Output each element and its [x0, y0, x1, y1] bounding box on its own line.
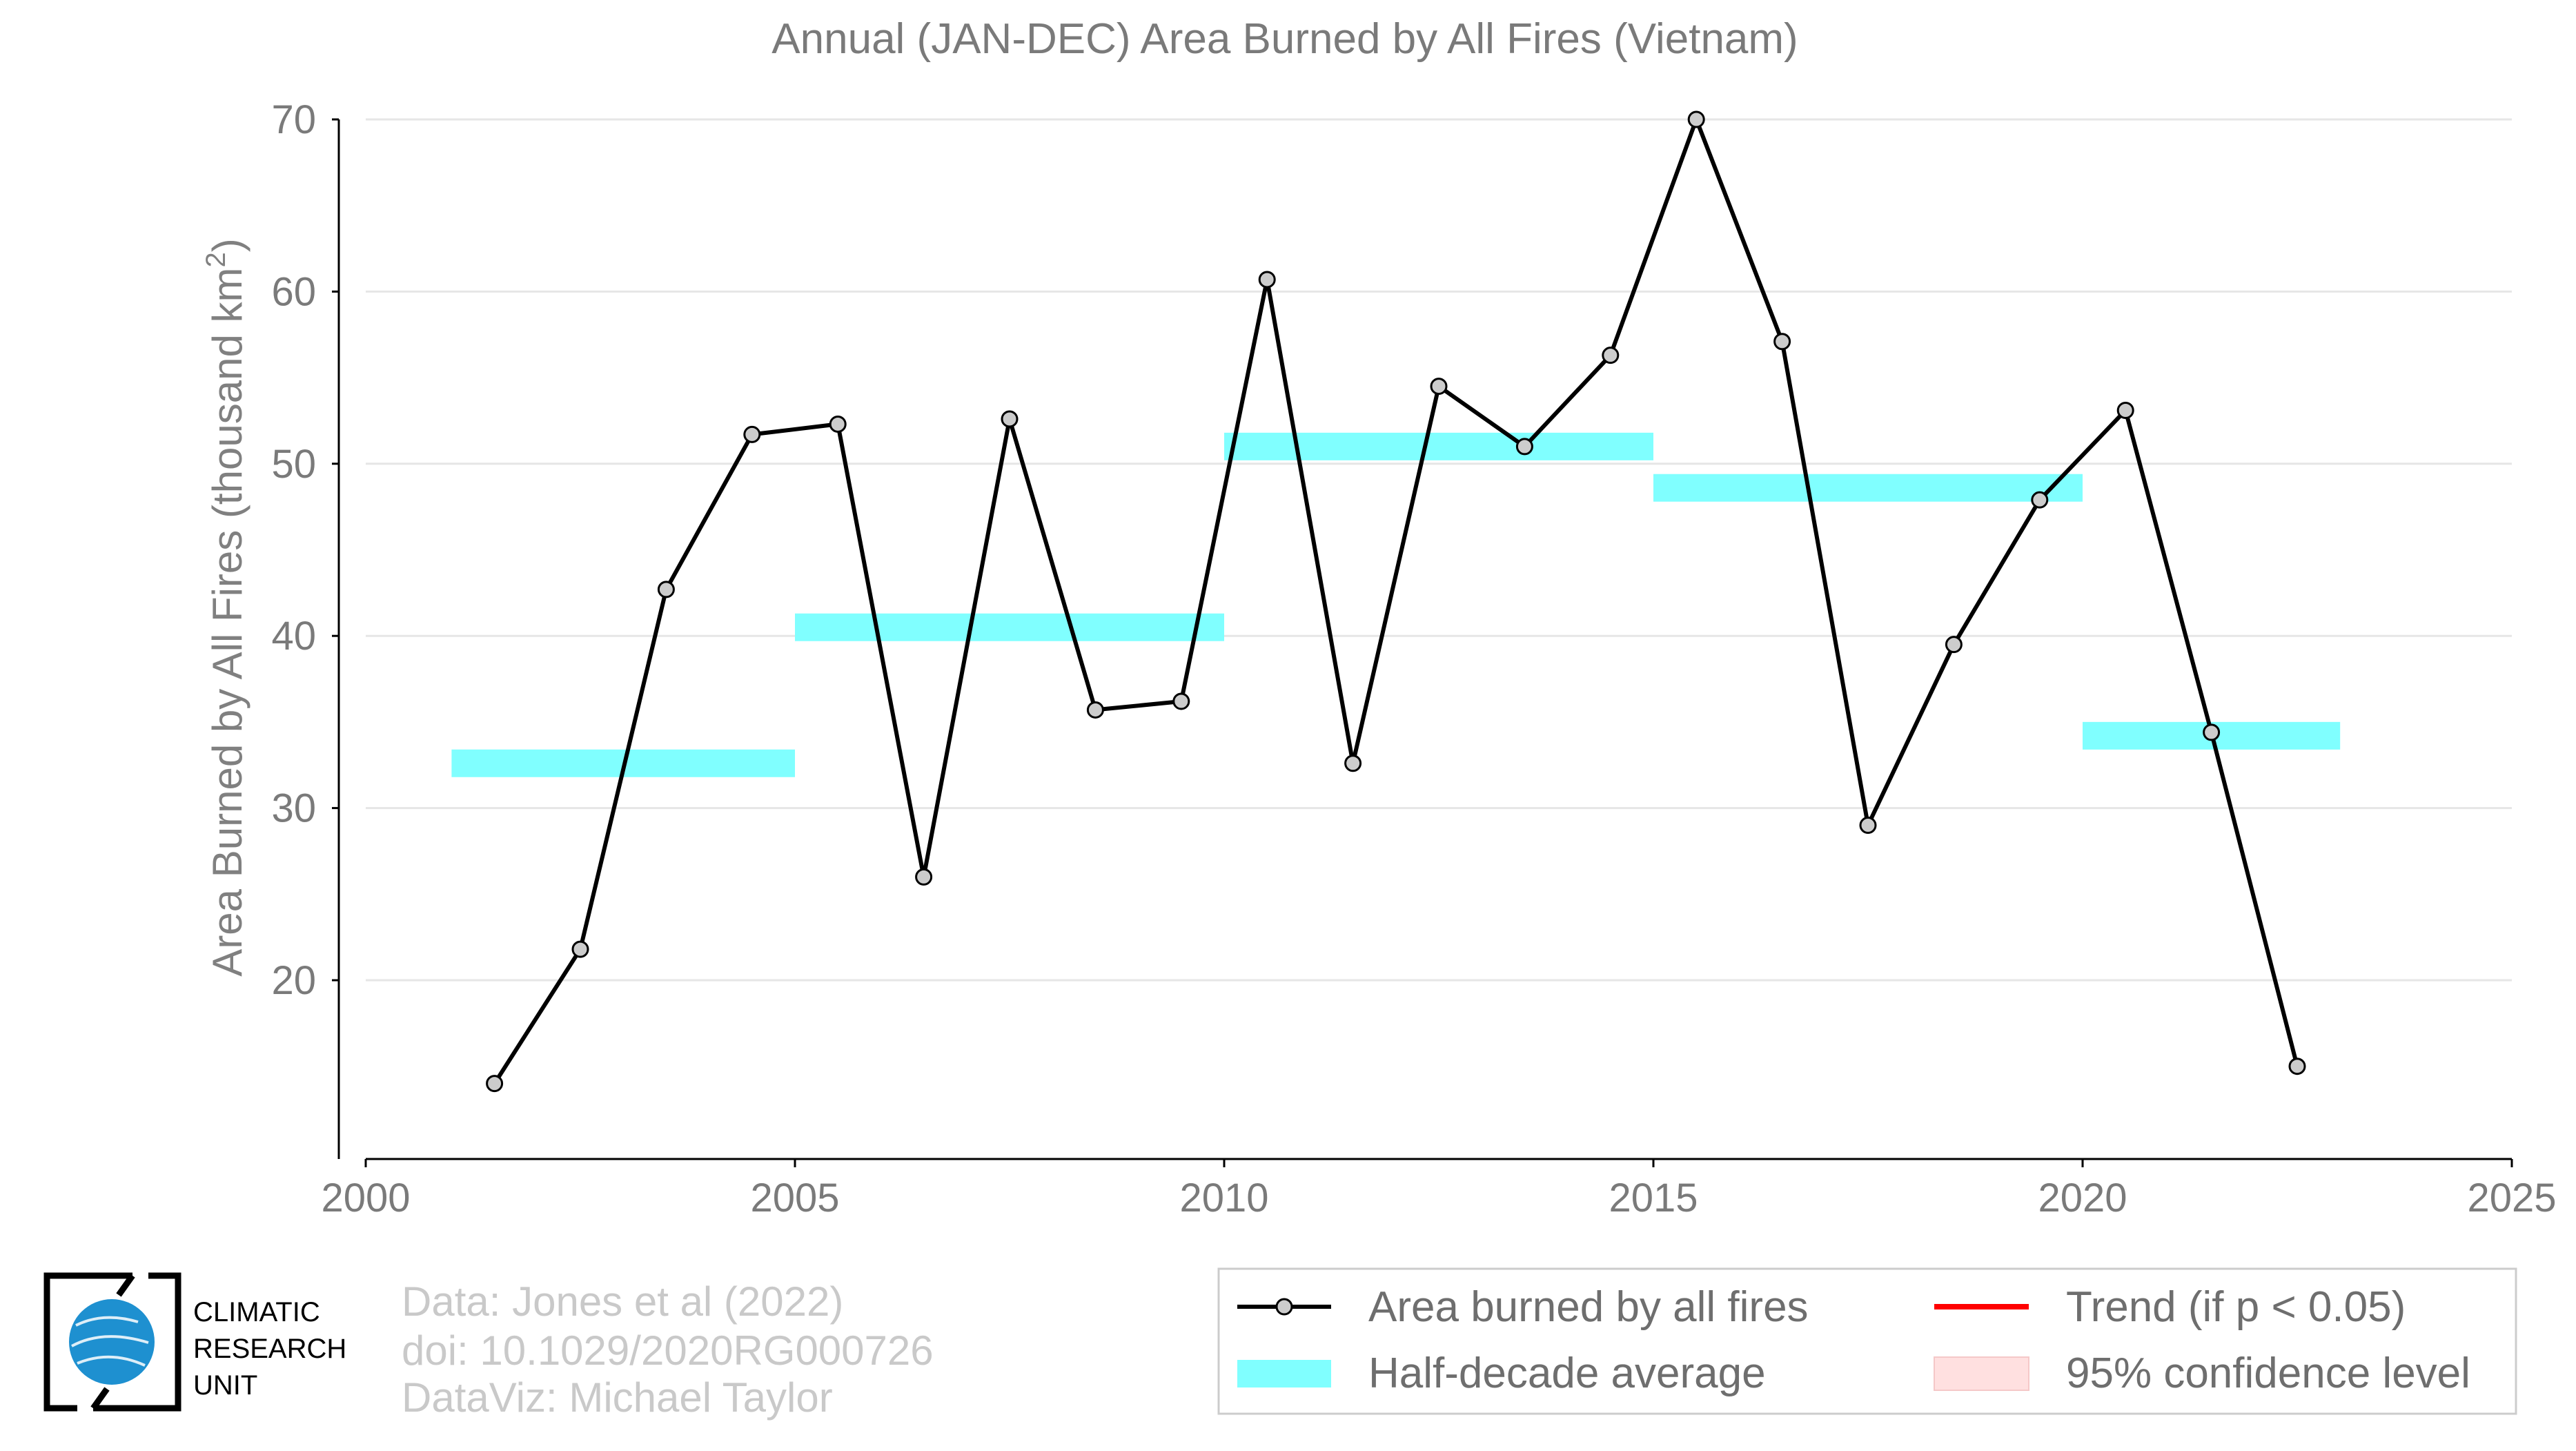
y-axis-label: Area Burned by All Fires (thousand km2) [201, 238, 250, 976]
logo-text-research: RESEARCH [193, 1334, 346, 1364]
data-point-12 [1515, 438, 1533, 456]
y-tick-label-20: 20 [271, 958, 316, 1003]
data-point-2 [657, 581, 675, 598]
legend-label-half-decade: Half-decade average [1368, 1350, 1766, 1397]
data-point-11 [1430, 378, 1448, 396]
data-point-1 [571, 940, 589, 958]
y-axis-label-superscript: 2 [201, 252, 231, 267]
data-point-14 [1687, 110, 1705, 128]
data-point-17 [1945, 636, 1963, 654]
credit-doi: doi: 10.1029/2020RG000726 [402, 1327, 934, 1374]
data-point-18 [2031, 491, 2049, 509]
data-point-8 [1172, 692, 1190, 710]
x-tick-label-2005: 2005 [750, 1176, 839, 1220]
data-point-16 [1859, 817, 1877, 835]
legend-label-series: Area burned by all fires [1368, 1283, 1809, 1331]
series-markers [486, 110, 2306, 1093]
x-axis-ticks: 2000 2005 2010 2015 2020 2025 [321, 1159, 2557, 1220]
logo-bracket-right [93, 1272, 181, 1412]
data-point-10 [1344, 754, 1362, 772]
logo-slash-top [116, 1274, 135, 1297]
y-tick-label-60: 60 [271, 269, 316, 314]
y-tick-label-40: 40 [271, 614, 316, 659]
cru-logo: CLIMATIC RESEARCH UNIT [43, 1272, 346, 1412]
grid-lines [366, 118, 2512, 982]
data-point-3 [743, 425, 761, 443]
data-point-13 [1602, 347, 1620, 364]
x-tick-label-2000: 2000 [321, 1176, 410, 1220]
data-point-19 [2116, 401, 2134, 419]
legend-swatch-confidence [1934, 1356, 2029, 1391]
legend-label-trend: Trend (if p < 0.05) [2066, 1283, 2406, 1331]
x-tick-label-2015: 2015 [1609, 1176, 1698, 1220]
legend-frame [1217, 1267, 2517, 1415]
data-point-9 [1258, 271, 1276, 289]
data-point-6 [1001, 410, 1019, 428]
chart-title: Annual (JAN-DEC) Area Burned by All Fire… [771, 15, 1798, 63]
half-decade-band-2 [1224, 432, 1653, 460]
half-decade-band-1 [795, 613, 1224, 641]
data-point-5 [915, 868, 933, 886]
x-tick-label-2010: 2010 [1179, 1176, 1268, 1220]
legend: Area burned by all fires Trend (if p < 0… [1217, 1267, 2517, 1415]
logo-slash-bottom [90, 1387, 110, 1410]
data-point-21 [2288, 1058, 2306, 1075]
credit-data-source: Data: Jones et al (2022) [402, 1278, 843, 1325]
y-axis-label-close: ) [204, 238, 250, 252]
legend-swatch-series-marker [1275, 1298, 1293, 1316]
globe-icon-swirls [71, 1316, 149, 1367]
logo-text-climatic: CLIMATIC [193, 1297, 320, 1327]
data-point-7 [1086, 701, 1104, 719]
credits: Data: Jones et al (2022) doi: 10.1029/20… [402, 1278, 934, 1421]
data-point-15 [1773, 333, 1791, 351]
legend-label-confidence: 95% confidence level [2066, 1350, 2470, 1397]
legend-swatch-half-decade [1237, 1360, 1331, 1387]
logo-bracket-left [43, 1272, 132, 1412]
series-line-area-burned [493, 117, 2299, 1085]
data-point-20 [2203, 723, 2221, 741]
credit-dataviz: DataViz: Michael Taylor [402, 1374, 833, 1421]
x-tick-label-2025: 2025 [2467, 1176, 2556, 1220]
half-decade-band-3 [1653, 474, 2083, 502]
data-point-0 [486, 1075, 504, 1093]
x-tick-label-2020: 2020 [2038, 1176, 2127, 1220]
data-point-4 [829, 415, 847, 433]
y-tick-label-70: 70 [271, 97, 316, 142]
y-tick-label-30: 30 [271, 786, 316, 831]
y-axis-label-main: Area Burned by All Fires (thousand km [204, 268, 250, 977]
y-tick-label-50: 50 [271, 442, 316, 487]
y-axis-ticks: 20 30 40 50 60 70 [271, 97, 339, 1003]
logo-text-unit: UNIT [193, 1370, 257, 1401]
